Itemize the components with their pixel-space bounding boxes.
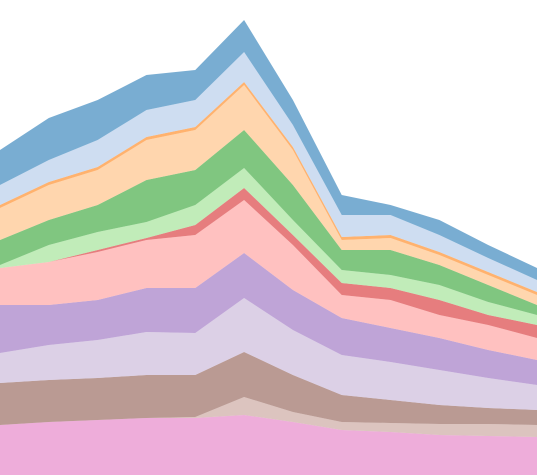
area [0,85,537,305]
area [0,82,537,295]
area [0,253,537,385]
area [0,415,537,475]
area [0,52,537,292]
area [0,352,537,425]
area [0,298,537,410]
area [0,188,537,338]
area [0,200,537,360]
area [0,397,537,437]
area [0,20,537,280]
area [0,130,537,315]
area [0,168,537,325]
